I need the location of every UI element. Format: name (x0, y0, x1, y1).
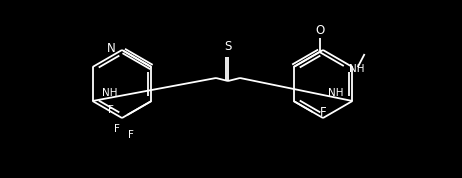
Text: NH: NH (349, 64, 364, 74)
Text: F: F (320, 106, 326, 119)
Text: S: S (225, 41, 231, 54)
Text: F: F (108, 105, 114, 115)
Text: F: F (128, 130, 134, 140)
Text: NH: NH (102, 88, 117, 98)
Text: N: N (107, 43, 116, 56)
Text: NH: NH (328, 88, 343, 98)
Text: O: O (315, 25, 324, 38)
Text: F: F (114, 124, 120, 134)
